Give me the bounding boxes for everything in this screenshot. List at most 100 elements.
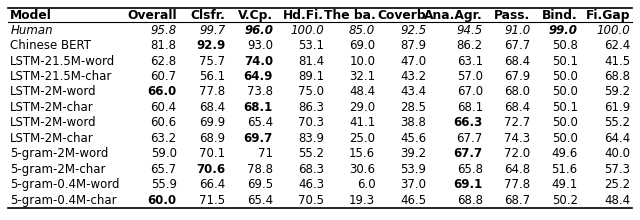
Text: 68.8: 68.8: [457, 194, 483, 207]
Text: 67.7: 67.7: [504, 39, 531, 52]
Text: 68.8: 68.8: [604, 70, 630, 83]
Text: 64.9: 64.9: [244, 70, 273, 83]
Text: 99.0: 99.0: [548, 24, 578, 37]
Text: 32.1: 32.1: [349, 70, 375, 83]
Text: 81.4: 81.4: [298, 55, 324, 68]
Text: 68.4: 68.4: [504, 55, 531, 68]
Text: 72.0: 72.0: [504, 147, 531, 160]
Text: 67.0: 67.0: [457, 85, 483, 98]
Text: Pass.: Pass.: [494, 9, 531, 22]
Text: 25.0: 25.0: [349, 132, 375, 145]
Text: 68.1: 68.1: [244, 101, 273, 114]
Text: 66.4: 66.4: [199, 178, 225, 191]
Text: 91.0: 91.0: [504, 24, 531, 37]
Text: Model: Model: [10, 9, 52, 22]
Text: LSTM-2M-word: LSTM-2M-word: [10, 85, 97, 98]
Text: 46.3: 46.3: [298, 178, 324, 191]
Text: 69.5: 69.5: [247, 178, 273, 191]
Text: 41.1: 41.1: [349, 116, 375, 129]
Text: LSTM-2M-word: LSTM-2M-word: [10, 116, 97, 129]
Text: 50.1: 50.1: [552, 55, 578, 68]
Text: 57.3: 57.3: [604, 163, 630, 176]
Text: 68.7: 68.7: [504, 194, 531, 207]
Text: 48.4: 48.4: [604, 194, 630, 207]
Text: 96.0: 96.0: [244, 24, 273, 37]
Text: 86.2: 86.2: [457, 39, 483, 52]
Text: 66.3: 66.3: [454, 116, 483, 129]
Text: Human: Human: [10, 24, 53, 37]
Text: 67.7: 67.7: [454, 147, 483, 160]
Text: 69.7: 69.7: [244, 132, 273, 145]
Text: 50.0: 50.0: [552, 85, 578, 98]
Text: 50.2: 50.2: [552, 194, 578, 207]
Text: 100.0: 100.0: [596, 24, 630, 37]
Text: 68.9: 68.9: [200, 132, 225, 145]
Text: 53.1: 53.1: [298, 39, 324, 52]
Text: 74.3: 74.3: [504, 132, 531, 145]
Text: 37.0: 37.0: [401, 178, 426, 191]
Text: 60.7: 60.7: [150, 70, 177, 83]
Text: 5-gram-0.4M-char: 5-gram-0.4M-char: [10, 194, 117, 207]
Text: 59.0: 59.0: [150, 147, 177, 160]
Text: V.Cp.: V.Cp.: [238, 9, 273, 22]
Text: 53.9: 53.9: [401, 163, 426, 176]
Text: 77.8: 77.8: [200, 85, 225, 98]
Text: 94.5: 94.5: [456, 24, 483, 37]
Text: 81.8: 81.8: [150, 39, 177, 52]
Text: 61.9: 61.9: [604, 101, 630, 114]
Text: 25.2: 25.2: [604, 178, 630, 191]
Text: 50.0: 50.0: [552, 132, 578, 145]
Text: 71: 71: [258, 147, 273, 160]
Text: 60.6: 60.6: [150, 116, 177, 129]
Text: 69.9: 69.9: [199, 116, 225, 129]
Text: 55.2: 55.2: [298, 147, 324, 160]
Text: Clsfr.: Clsfr.: [191, 9, 225, 22]
Text: 49.1: 49.1: [552, 178, 578, 191]
Text: 64.4: 64.4: [604, 132, 630, 145]
Text: Overall: Overall: [127, 9, 177, 22]
Text: 75.7: 75.7: [200, 55, 225, 68]
Text: 100.0: 100.0: [291, 24, 324, 37]
Text: 10.0: 10.0: [349, 55, 375, 68]
Text: 50.1: 50.1: [552, 101, 578, 114]
Text: Fi.Gap: Fi.Gap: [586, 9, 630, 22]
Text: 29.0: 29.0: [349, 101, 375, 114]
Text: 39.2: 39.2: [400, 147, 426, 160]
Text: LSTM-2M-char: LSTM-2M-char: [10, 132, 94, 145]
Text: 65.7: 65.7: [150, 163, 177, 176]
Text: 95.8: 95.8: [150, 24, 177, 37]
Text: 56.1: 56.1: [200, 70, 225, 83]
Text: 87.9: 87.9: [400, 39, 426, 52]
Text: 49.6: 49.6: [552, 147, 578, 160]
Text: 57.0: 57.0: [457, 70, 483, 83]
Text: 59.2: 59.2: [604, 85, 630, 98]
Text: 47.0: 47.0: [400, 55, 426, 68]
Text: 85.0: 85.0: [349, 24, 375, 37]
Text: LSTM-21.5M-word: LSTM-21.5M-word: [10, 55, 116, 68]
Text: 5-gram-0.4M-word: 5-gram-0.4M-word: [10, 178, 120, 191]
Text: Bind.: Bind.: [542, 9, 578, 22]
Text: 43.2: 43.2: [400, 70, 426, 83]
Text: 78.8: 78.8: [247, 163, 273, 176]
Text: 70.1: 70.1: [200, 147, 225, 160]
Text: 28.5: 28.5: [401, 101, 426, 114]
Text: 68.4: 68.4: [200, 101, 225, 114]
Text: 62.4: 62.4: [604, 39, 630, 52]
Text: 65.8: 65.8: [457, 163, 483, 176]
Text: 55.2: 55.2: [604, 116, 630, 129]
Text: 60.0: 60.0: [147, 194, 177, 207]
Text: 75.0: 75.0: [298, 85, 324, 98]
Text: 92.5: 92.5: [400, 24, 426, 37]
Text: 70.3: 70.3: [298, 116, 324, 129]
Text: 63.2: 63.2: [150, 132, 177, 145]
Text: 48.4: 48.4: [349, 85, 375, 98]
Text: Ana.Agr.: Ana.Agr.: [424, 9, 483, 22]
Text: 50.8: 50.8: [552, 39, 578, 52]
Text: 77.8: 77.8: [504, 178, 531, 191]
Text: 70.6: 70.6: [196, 163, 225, 176]
Text: 63.1: 63.1: [457, 55, 483, 68]
Text: 67.9: 67.9: [504, 70, 531, 83]
Text: 46.5: 46.5: [400, 194, 426, 207]
Text: 50.0: 50.0: [552, 70, 578, 83]
Text: 6.0: 6.0: [356, 178, 375, 191]
